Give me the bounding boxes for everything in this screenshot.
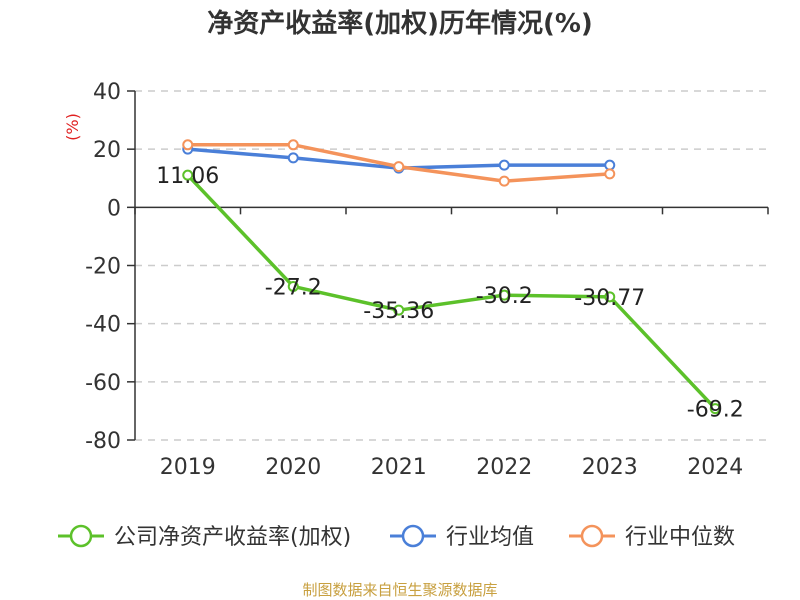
data-point (498, 289, 510, 301)
x-tick-label: 2020 (265, 455, 321, 480)
y-tick-label: 40 (93, 80, 121, 105)
x-tick-label: 2023 (582, 455, 638, 480)
data-label: -30.77 (574, 286, 645, 311)
data-point (182, 169, 194, 181)
data-point (604, 168, 616, 180)
data-point (287, 280, 299, 292)
x-tick-label: 2024 (687, 455, 743, 480)
y-axis-label: (%) (63, 113, 82, 141)
data-label: -30.2 (476, 284, 533, 309)
x-tick-label: 2021 (371, 455, 427, 480)
legend-swatch-marker (69, 524, 93, 548)
x-tick-label: 2022 (476, 455, 532, 480)
legend-label: 公司净资产收益率(加权) (114, 525, 351, 550)
legend-label: 行业均值 (446, 525, 534, 550)
data-point (604, 159, 616, 171)
y-tick-label: 20 (93, 138, 121, 163)
data-point (498, 175, 510, 187)
legend-label: 行业中位数 (625, 525, 735, 550)
series-line (186, 173, 717, 410)
x-tick-label: 2019 (160, 455, 216, 480)
y-tick-label: -80 (85, 429, 121, 454)
data-point (287, 152, 299, 164)
legend-swatch-marker (580, 524, 604, 548)
data-label: -27.2 (265, 275, 322, 300)
data-point (498, 159, 510, 171)
legend: 公司净资产收益率(加权) 行业均值 行业中位数 (58, 524, 735, 550)
data-point (287, 139, 299, 151)
source-note: 制图数据来自恒生聚源数据库 (302, 581, 497, 599)
y-tick-label: -20 (85, 255, 121, 280)
data-point (709, 403, 721, 415)
chart-title: 净资产收益率(加权)历年情况(%) (207, 8, 593, 39)
legend-swatch-marker (401, 524, 425, 548)
data-labels: 11.06 -27.2 -35.36 -30.2 -30.77 -69.2 (156, 164, 743, 422)
data-point (604, 291, 616, 303)
grid-lines (135, 90, 768, 441)
series-lines (182, 139, 721, 415)
data-label: -69.2 (687, 398, 744, 423)
data-point (393, 161, 405, 173)
axes: 40 20 0 -20 -40 -60 -80 2019 2020 2021 2022 2023 202… (85, 80, 769, 480)
data-label: 11.06 (156, 164, 219, 189)
y-tick-label: 0 (107, 196, 121, 221)
data-point (182, 139, 194, 151)
data-label: -35.36 (363, 299, 434, 324)
data-point (393, 304, 405, 316)
y-tick-label: -60 (85, 371, 121, 396)
y-tick-label: -40 (85, 313, 121, 338)
